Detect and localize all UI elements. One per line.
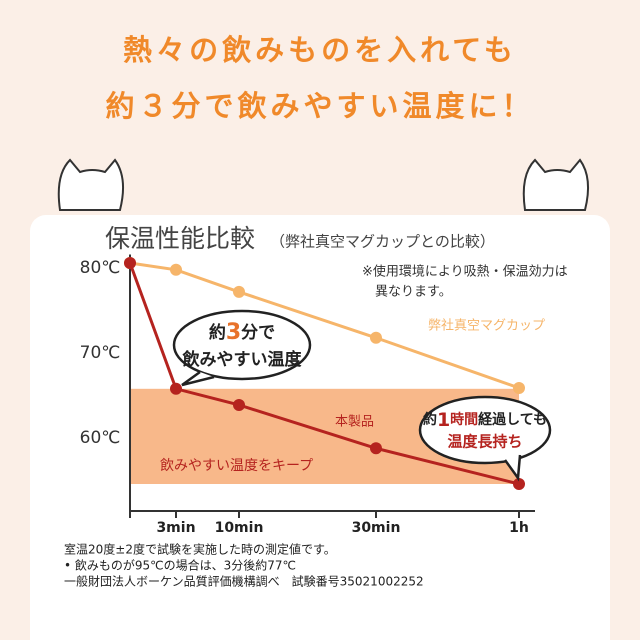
cat-icons [57, 158, 590, 211]
bubble-text: 約1時間経過しても [423, 409, 547, 431]
footnote: 室温20度±2度で試験を実施した時の測定値です。 [64, 542, 336, 557]
point [233, 285, 245, 298]
bubble [418, 395, 552, 465]
x-tick-label: 3min [156, 520, 195, 536]
point [370, 331, 382, 344]
point [233, 398, 245, 411]
text: 分で [241, 323, 275, 343]
footnote: • 飲みものが95℃の場合は、3分後約77℃ [64, 558, 296, 573]
headline: 熱々の飲みものを入れても [123, 33, 517, 67]
text: 約 [209, 322, 226, 343]
note: ※使用環境により吸熱・保温効力は [362, 264, 568, 280]
x-tick-label: 30min [352, 520, 401, 536]
band-label: 飲みやすい温度をキープ [160, 458, 313, 474]
chart-title: 保温性能比較 [105, 224, 255, 253]
footnote: 一般財団法人ボーケン品質評価機構調べ 試験番号35021002252 [64, 574, 424, 589]
series-label: 本製品 [335, 415, 374, 430]
y-tick-label: 60℃ [80, 428, 121, 448]
point [370, 442, 382, 455]
text: 時間 [450, 411, 478, 428]
point [170, 382, 182, 395]
x-tick-label: 1h [509, 520, 529, 536]
x-tick-label: 10min [215, 520, 264, 536]
note: 異なります。 [375, 285, 452, 300]
y-tick-label: 70℃ [80, 343, 121, 363]
point [513, 478, 525, 490]
text: 約 [423, 411, 437, 428]
bubble [172, 309, 312, 381]
text: 3 [226, 320, 241, 345]
chart-subtitle: （弊社真空マグカップとの比較） [270, 233, 495, 251]
bubble-text: 温度長持ち [447, 433, 522, 451]
bubble-text: 約3分で [209, 320, 275, 345]
bubble-tail [181, 370, 215, 387]
headline: 約３分で飲みやすい温度に！ [105, 89, 534, 123]
text: 経過しても [478, 411, 547, 428]
series-label: 弊社真空マグカップ [428, 318, 545, 334]
point [170, 263, 182, 276]
text: 1 [437, 409, 450, 431]
bubble-text: 飲みやすい温度 [182, 349, 303, 370]
point [513, 381, 525, 394]
bubble-tail [503, 454, 522, 482]
y-tick-label: 80℃ [80, 258, 121, 278]
point [124, 257, 136, 269]
